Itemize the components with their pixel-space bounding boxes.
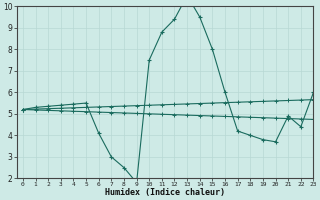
X-axis label: Humidex (Indice chaleur): Humidex (Indice chaleur) [105,188,225,197]
